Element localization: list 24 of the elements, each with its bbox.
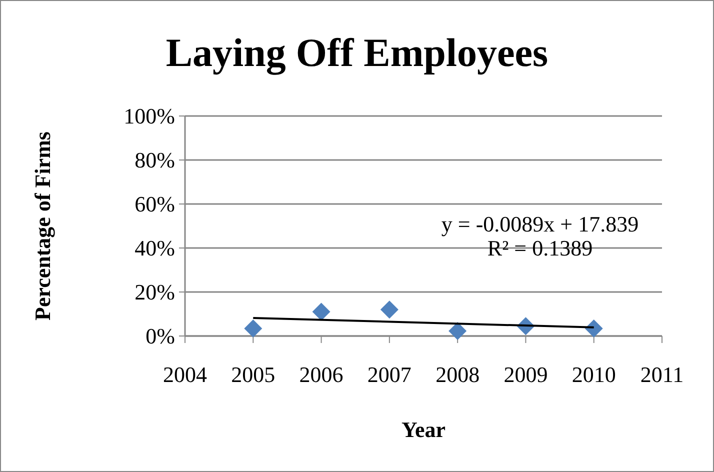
x-tick-label: 2004 — [163, 362, 207, 387]
x-axis-title: Year — [402, 417, 446, 442]
point — [312, 302, 330, 321]
y-tick-label: 100% — [124, 104, 175, 129]
x-tick-label: 2006 — [299, 362, 344, 387]
x-tick-label: 2009 — [504, 362, 548, 387]
y-tick-label: 60% — [134, 192, 175, 217]
point — [584, 320, 603, 338]
y-tick-label: 80% — [134, 148, 175, 173]
point — [448, 322, 467, 340]
x-tick-label: 2005 — [231, 362, 276, 387]
y-axis-title: Percentage of Firms — [30, 131, 55, 320]
x-tick-label: 2008 — [436, 362, 480, 387]
annotation: R² = 0.1389 — [487, 236, 593, 261]
chart-title: Laying Off Employees — [166, 30, 548, 75]
y-tick-label: 40% — [134, 236, 175, 261]
x-tick-label: 2007 — [367, 362, 412, 387]
x-tick-label: 2010 — [572, 362, 616, 387]
y-tick-label: 20% — [134, 280, 175, 305]
y-tick-label: 0% — [146, 324, 175, 349]
annotation: y = -0.0089x + 17.839 — [441, 212, 639, 237]
point — [380, 300, 398, 319]
point — [244, 320, 262, 338]
x-tick-label: 2011 — [640, 362, 684, 387]
